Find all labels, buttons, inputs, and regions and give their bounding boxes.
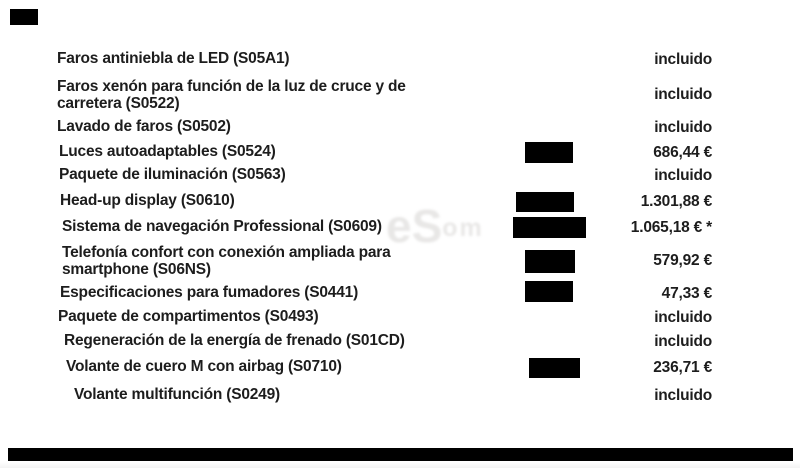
watermark-text-small: om xyxy=(442,214,484,242)
option-row-label: Paquete de compartimentos (S0493) xyxy=(58,308,319,325)
price-redaction-mark xyxy=(525,142,573,163)
price-redaction-mark xyxy=(516,192,574,212)
option-row-label-line: Regeneración de la energía de frenado (S… xyxy=(64,332,405,349)
option-row-price: incluido xyxy=(654,119,712,136)
header-redaction-mark xyxy=(10,9,38,25)
watermark-text-large: eS xyxy=(386,200,443,252)
option-row-price: incluido xyxy=(654,167,712,184)
option-row-price: incluido xyxy=(654,51,712,68)
price-redaction-mark xyxy=(525,250,575,273)
option-row-label-line: smartphone (S06NS) xyxy=(62,261,211,278)
watermark: eSom xyxy=(386,202,484,250)
option-row-label-line: Head-up display (S0610) xyxy=(60,192,235,209)
option-row-label-line: Telefonía confort con conexión ampliada … xyxy=(62,244,391,261)
option-row-label: Regeneración de la energía de frenado (S… xyxy=(64,332,405,349)
option-row-price: 1.301,88 € xyxy=(640,193,712,210)
option-row-price: incluido xyxy=(654,333,712,350)
option-row-label-line: Especificaciones para fumadores (S0441) xyxy=(60,284,359,301)
option-row-label-line: Luces autoadaptables (S0524) xyxy=(59,143,276,160)
option-row-label: Faros xenón para función de la luz de cr… xyxy=(57,78,406,112)
option-row-label: Telefonía confort con conexión ampliada … xyxy=(62,244,391,278)
option-row-price: 236,71 € xyxy=(653,359,712,376)
price-redaction-mark xyxy=(529,358,580,378)
option-row-price: 686,44 € xyxy=(653,144,712,161)
option-row-label: Especificaciones para fumadores (S0441) xyxy=(60,284,358,301)
option-row-price: incluido xyxy=(654,387,712,404)
option-row-label: Head-up display (S0610) xyxy=(60,192,235,209)
option-row-label-line: Faros xenón para función de la luz de cr… xyxy=(57,78,406,95)
option-row-price: incluido xyxy=(654,309,712,326)
option-row-label: Paquete de iluminación (S0563) xyxy=(59,166,286,183)
option-row-label-line: Lavado de faros (S0502) xyxy=(57,118,231,135)
price-redaction-mark xyxy=(513,217,586,238)
option-row-label-line: Sistema de navegación Professional (S060… xyxy=(62,218,382,235)
option-row-label-line: Volante de cuero M con airbag (S0710) xyxy=(66,358,342,375)
option-row-label-line: Volante multifunción (S0249) xyxy=(74,386,280,403)
option-row-label: Volante de cuero M con airbag (S0710) xyxy=(66,358,342,375)
option-row-price: 1.065,18 € * xyxy=(630,219,712,236)
option-row-label: Volante multifunción (S0249) xyxy=(74,386,280,403)
option-row-label-line: carretera (S0522) xyxy=(57,95,180,112)
option-row-label-line: Paquete de iluminación (S0563) xyxy=(59,166,286,183)
footer-redaction-bar xyxy=(8,448,793,461)
option-row-label-line: Paquete de compartimentos (S0493) xyxy=(58,308,319,325)
price-redaction-mark xyxy=(525,281,573,302)
option-row-label: Lavado de faros (S0502) xyxy=(57,118,231,135)
option-row-price: 579,92 € xyxy=(653,252,712,269)
option-row-label: Faros antiniebla de LED (S05A1) xyxy=(57,50,290,67)
option-row-price: 47,33 € xyxy=(661,285,713,302)
option-row-label-line: Faros antiniebla de LED (S05A1) xyxy=(57,50,290,67)
option-row-label: Luces autoadaptables (S0524) xyxy=(59,143,276,160)
option-row-label: Sistema de navegación Professional (S060… xyxy=(62,218,382,235)
option-row-price: incluido xyxy=(654,86,712,103)
